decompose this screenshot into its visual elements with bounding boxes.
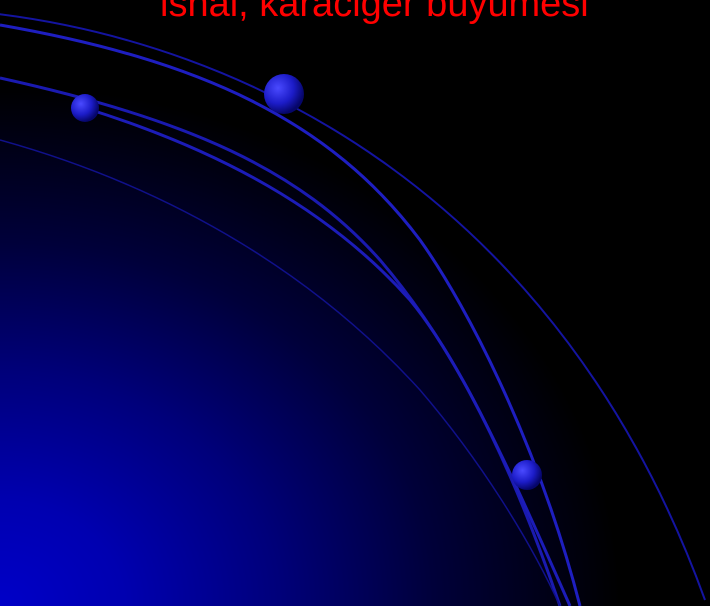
orb-large	[264, 74, 304, 114]
arc-outer	[0, 13, 706, 601]
arc-upper	[0, 23, 582, 606]
arc-faint	[0, 139, 561, 606]
arc-inner	[84, 106, 572, 606]
arc-middle	[0, 76, 562, 606]
orb-small-left	[71, 94, 99, 122]
slide-title-fragment: ishal, karaciğer büyümesi	[160, 0, 589, 25]
orb-small-right	[512, 460, 542, 490]
